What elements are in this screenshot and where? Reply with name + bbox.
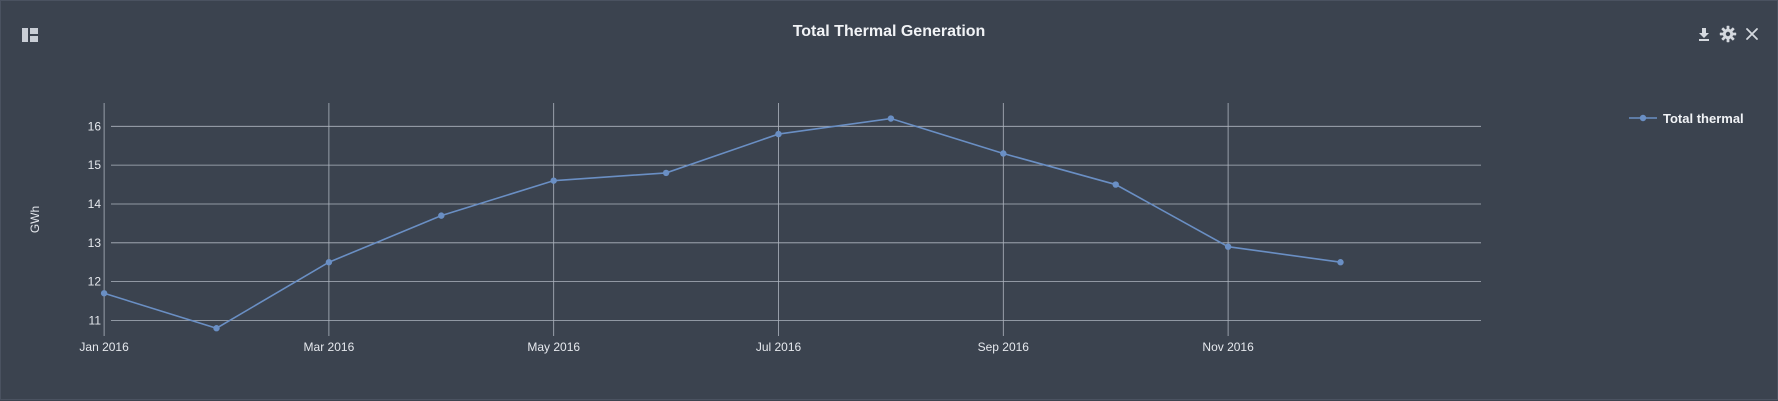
gear-icon[interactable] xyxy=(1719,25,1737,43)
y-tick-label: 13 xyxy=(88,236,102,250)
y-tick-label: 15 xyxy=(88,158,102,172)
data-point[interactable] xyxy=(1000,150,1007,157)
layout-grid-icon[interactable] xyxy=(21,27,39,43)
legend-marker xyxy=(1639,114,1647,122)
data-point[interactable] xyxy=(1224,243,1232,250)
y-tick-label: 11 xyxy=(89,313,102,327)
legend-label: Total thermal xyxy=(1663,111,1744,126)
data-point[interactable] xyxy=(550,177,557,184)
data-point[interactable] xyxy=(662,169,670,177)
y-axis-title: GWh xyxy=(28,206,42,233)
x-tick-label: May 2016 xyxy=(527,340,580,354)
chart-title: Total Thermal Generation xyxy=(792,23,986,40)
data-point[interactable] xyxy=(213,325,220,332)
x-tick-label: Mar 2016 xyxy=(304,340,355,354)
data-point[interactable] xyxy=(775,130,782,138)
data-point[interactable] xyxy=(100,290,108,297)
data-point[interactable] xyxy=(438,212,445,219)
data-point[interactable] xyxy=(1337,259,1344,266)
y-tick-label: 16 xyxy=(88,119,102,133)
legend-item[interactable]: Total thermal xyxy=(1629,111,1744,126)
x-tick-label: Nov 2016 xyxy=(1202,340,1254,354)
series-line xyxy=(103,117,1341,330)
data-point[interactable] xyxy=(1112,181,1119,188)
y-tick-label: 12 xyxy=(88,275,102,289)
data-point[interactable] xyxy=(325,259,333,266)
x-tick-label: Sep 2016 xyxy=(978,340,1030,354)
close-icon[interactable] xyxy=(1743,25,1761,43)
y-tick-label: 14 xyxy=(88,197,102,211)
chart-toolbar xyxy=(1695,25,1761,43)
data-point[interactable] xyxy=(887,115,895,122)
x-tick-label: Jan 2016 xyxy=(79,340,129,354)
x-tick-label: Jul 2016 xyxy=(756,340,802,354)
download-icon[interactable] xyxy=(1695,25,1713,43)
